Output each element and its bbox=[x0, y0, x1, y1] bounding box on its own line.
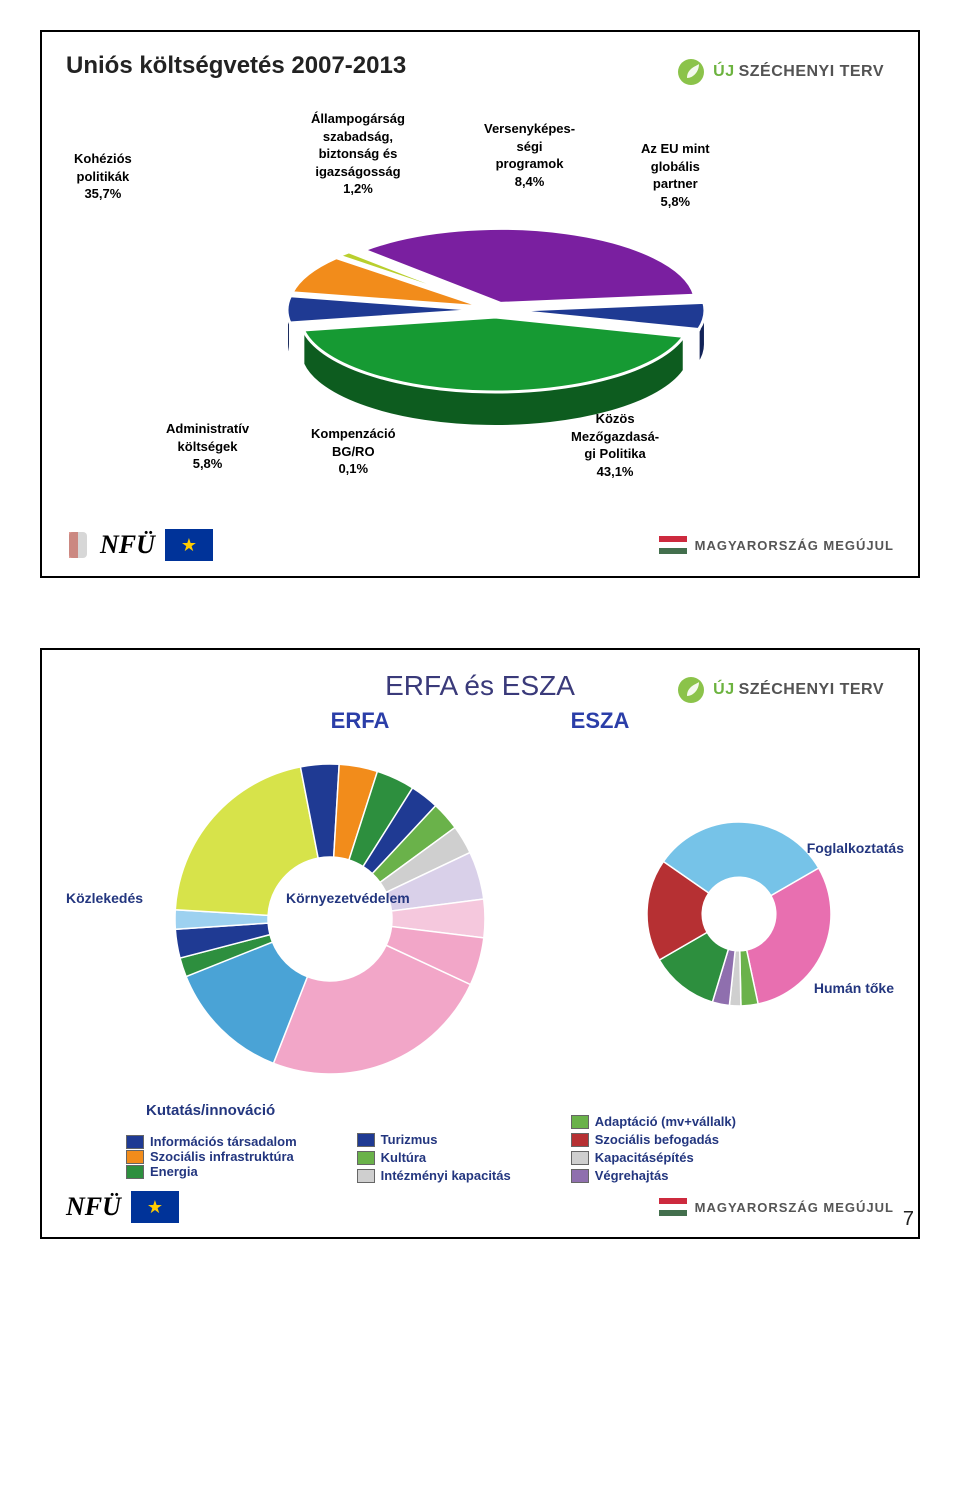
legend-item: Szociális infrastruktúra bbox=[126, 1149, 297, 1164]
label-kornyezet: Környezetvédelem bbox=[286, 890, 410, 906]
szechenyi-logo: ÚJSZÉCHENYI TERV bbox=[677, 676, 884, 704]
hungary-flag-icon bbox=[659, 536, 687, 554]
legend-label: Információs társadalom bbox=[150, 1134, 297, 1149]
legend-label: Adaptáció (mv+vállalk) bbox=[595, 1114, 736, 1129]
legend-swatch bbox=[126, 1165, 144, 1179]
label-kutatas: Kutatás/innováció bbox=[146, 1102, 297, 1119]
slide-budget: Uniós költségvetés 2007-2013 ÚJSZÉCHENYI… bbox=[40, 30, 920, 578]
legend-item: Kapacitásépítés bbox=[571, 1150, 736, 1165]
nfu-text: NFÜ bbox=[100, 530, 155, 560]
legend-label: Intézményi kapacitás bbox=[381, 1168, 511, 1183]
nfu-text: NFÜ bbox=[66, 1192, 121, 1222]
coat-of-arms-icon bbox=[66, 528, 90, 562]
legend-swatch bbox=[357, 1133, 375, 1147]
budget-pie-area: Kohéziós politikák 35,7% Állampogárság s… bbox=[66, 80, 894, 520]
legend-label: Kapacitásépítés bbox=[595, 1150, 694, 1165]
logo-text: ÚJSZÉCHENYI TERV bbox=[713, 681, 884, 699]
eu-flag-icon: ★ bbox=[165, 529, 213, 561]
legend-swatch bbox=[571, 1115, 589, 1129]
legend-row: Kutatás/innováció Információs társadalom… bbox=[66, 1102, 894, 1183]
page-number: 7 bbox=[903, 1208, 914, 1231]
legend-label: Szociális infrastruktúra bbox=[150, 1149, 294, 1164]
legend-item: Szociális befogadás bbox=[571, 1132, 736, 1147]
legend-label: Turizmus bbox=[381, 1132, 438, 1147]
eu-flag-icon: ★ bbox=[131, 1191, 179, 1223]
legend-swatch bbox=[571, 1151, 589, 1165]
slide2-sublabels: ERFA ESZA bbox=[240, 708, 720, 734]
hungary-renews-badge: MAGYARORSZÁG MEGÚJUL bbox=[659, 536, 894, 554]
erfa-label: ERFA bbox=[331, 708, 390, 734]
label-compensation: Kompenzáció BG/RO 0,1% bbox=[311, 425, 396, 478]
label-global: Az EU mint globális partner 5,8% bbox=[641, 140, 710, 210]
legend-label: Energia bbox=[150, 1164, 198, 1179]
logo-text: ÚJSZÉCHENYI TERV bbox=[713, 63, 884, 81]
legend-item: Intézményi kapacitás bbox=[357, 1168, 511, 1183]
legend-item: Információs társadalom bbox=[126, 1134, 297, 1149]
legend-swatch bbox=[126, 1150, 144, 1164]
legend-item: Kultúra bbox=[357, 1150, 511, 1165]
erfa-donut-area: Közlekedés Környezetvédelem bbox=[66, 754, 594, 1084]
erfa-donut-chart bbox=[66, 754, 594, 1084]
esza-donut-area: Foglalkoztatás Humán tőke bbox=[614, 754, 894, 1084]
legend-label: Szociális befogadás bbox=[595, 1132, 719, 1147]
label-citizenship: Állampogárság szabadság, biztonság és ig… bbox=[311, 110, 405, 198]
legend-swatch bbox=[357, 1151, 375, 1165]
legend-swatch bbox=[571, 1133, 589, 1147]
hungary-renews-badge: MAGYARORSZÁG MEGÚJUL bbox=[659, 1198, 894, 1216]
label-competitive: Versenyképes- ségi programok 8,4% bbox=[484, 120, 575, 190]
legend-swatch bbox=[571, 1169, 589, 1183]
label-cohesion: Kohéziós politikák 35,7% bbox=[74, 150, 132, 203]
legend-item: Turizmus bbox=[357, 1132, 511, 1147]
leaf-icon bbox=[677, 676, 705, 704]
label-cap: Közös Mezőgazdasá- gi Politika 43,1% bbox=[571, 410, 659, 480]
hungary-flag-icon bbox=[659, 1198, 687, 1216]
legend-label: Végrehajtás bbox=[595, 1168, 669, 1183]
label-kozlekedes: Közlekedés bbox=[66, 890, 143, 906]
label-admin: Administratív költségek 5,8% bbox=[166, 420, 249, 473]
legend-swatch bbox=[126, 1135, 144, 1149]
legend-swatch bbox=[357, 1169, 375, 1183]
legend-label: Kultúra bbox=[381, 1150, 427, 1165]
legend-item: Energia bbox=[126, 1164, 297, 1179]
label-foglalkoztatas: Foglalkoztatás bbox=[807, 840, 904, 856]
slide2-footer: NFÜ ★ MAGYARORSZÁG MEGÚJUL bbox=[66, 1191, 894, 1223]
slide1-footer: NFÜ ★ MAGYARORSZÁG MEGÚJUL bbox=[66, 528, 894, 562]
legend-item: Adaptáció (mv+vállalk) bbox=[571, 1114, 736, 1129]
slide-erfa-esza: ÚJSZÉCHENYI TERV ERFA és ESZA ERFA ESZA … bbox=[40, 648, 920, 1239]
esza-donut-chart bbox=[614, 754, 894, 1084]
legend-item: Végrehajtás bbox=[571, 1168, 736, 1183]
esza-label: ESZA bbox=[571, 708, 630, 734]
label-human: Humán tőke bbox=[814, 980, 894, 996]
